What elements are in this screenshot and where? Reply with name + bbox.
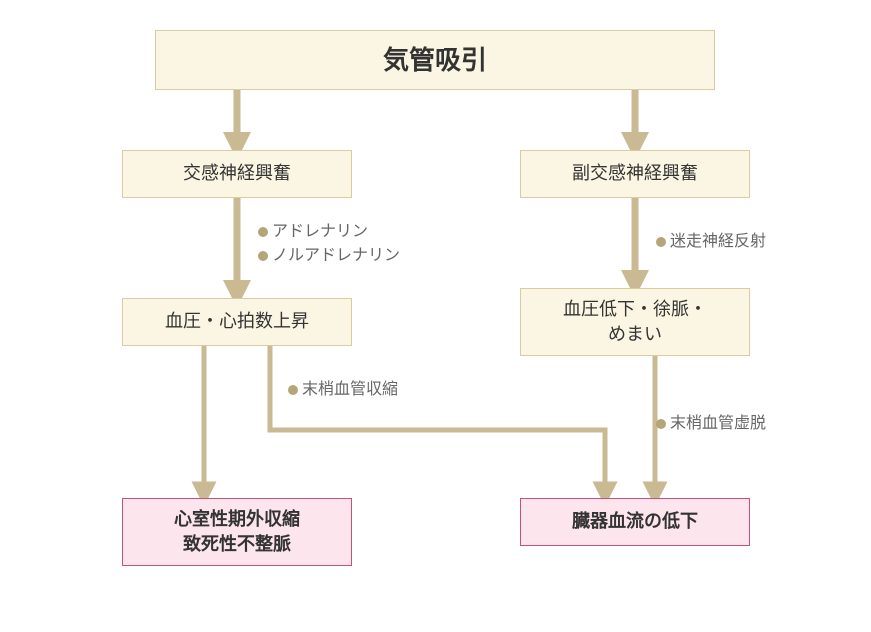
- annotation-line: 迷走神経反射: [656, 230, 766, 254]
- annotation-text: アドレナリン: [272, 220, 368, 244]
- annotation-peripheral_constrict: 末梢血管収縮: [288, 378, 398, 402]
- node-parasympathetic: 副交感神経興奮: [520, 150, 750, 198]
- arrow-bphr_to_organ_elbow: [270, 346, 605, 494]
- annotation-text: ノルアドレナリン: [272, 244, 400, 268]
- node-root: 気管吸引: [155, 30, 715, 90]
- annotation-line: 末梢血管収縮: [288, 378, 398, 402]
- bullet-icon: [288, 385, 298, 395]
- bullet-icon: [258, 227, 268, 237]
- bullet-icon: [656, 419, 666, 429]
- annotation-text: 末梢血管虚脱: [670, 412, 766, 436]
- annotation-peripheral_collapse: 末梢血管虚脱: [656, 412, 766, 436]
- node-sympathetic: 交感神経興奮: [122, 150, 352, 198]
- node-pvc: 心室性期外収縮 致死性不整脈: [122, 498, 352, 566]
- node-organ_flow: 臓器血流の低下: [520, 498, 750, 546]
- annotation-vagal: 迷走神経反射: [656, 230, 766, 254]
- annotation-line: ノルアドレナリン: [258, 244, 400, 268]
- annotation-text: 迷走神経反射: [670, 230, 766, 254]
- node-bp_hr_up: 血圧・心拍数上昇: [122, 298, 352, 346]
- annotation-line: 末梢血管虚脱: [656, 412, 766, 436]
- flowchart-diagram: 気管吸引交感神経興奮 副交感神経興奮血圧・心拍数上昇 血圧低下・徐脈・ めまい心室性…: [0, 0, 871, 632]
- annotation-adrenaline: アドレナリンノルアドレナリン: [258, 220, 400, 268]
- node-bp_down: 血圧低下・徐脈・ めまい: [520, 288, 750, 356]
- annotation-line: アドレナリン: [258, 220, 368, 244]
- bullet-icon: [656, 237, 666, 247]
- bullet-icon: [258, 251, 268, 261]
- annotation-text: 末梢血管収縮: [302, 378, 398, 402]
